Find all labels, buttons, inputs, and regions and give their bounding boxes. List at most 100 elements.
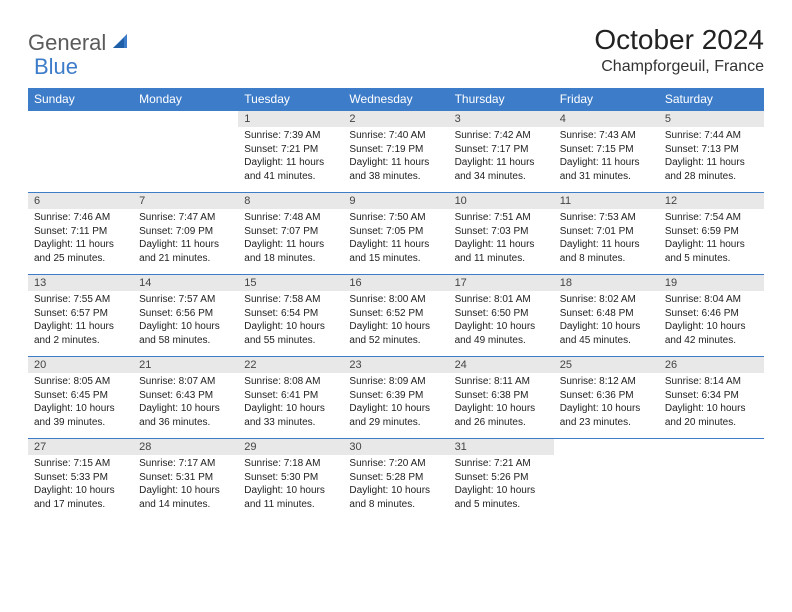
week-row: 27Sunrise: 7:15 AMSunset: 5:33 PMDayligh…	[28, 439, 764, 521]
day-header-thursday: Thursday	[449, 88, 554, 111]
day-details: Sunrise: 8:08 AMSunset: 6:41 PMDaylight:…	[238, 373, 343, 433]
empty-day-cell	[659, 439, 764, 521]
day-number: 4	[554, 111, 659, 127]
day-details: Sunrise: 7:43 AMSunset: 7:15 PMDaylight:…	[554, 127, 659, 187]
month-title: October 2024	[594, 24, 764, 56]
day-cell: 28Sunrise: 7:17 AMSunset: 5:31 PMDayligh…	[133, 439, 238, 521]
day-details: Sunrise: 7:18 AMSunset: 5:30 PMDaylight:…	[238, 455, 343, 515]
day-details: Sunrise: 8:07 AMSunset: 6:43 PMDaylight:…	[133, 373, 238, 433]
day-cell: 24Sunrise: 8:11 AMSunset: 6:38 PMDayligh…	[449, 357, 554, 439]
day-cell: 27Sunrise: 7:15 AMSunset: 5:33 PMDayligh…	[28, 439, 133, 521]
day-number: 10	[449, 193, 554, 209]
day-cell: 9Sunrise: 7:50 AMSunset: 7:05 PMDaylight…	[343, 193, 448, 275]
day-cell: 26Sunrise: 8:14 AMSunset: 6:34 PMDayligh…	[659, 357, 764, 439]
day-details: Sunrise: 7:47 AMSunset: 7:09 PMDaylight:…	[133, 209, 238, 269]
day-number: 12	[659, 193, 764, 209]
day-cell: 13Sunrise: 7:55 AMSunset: 6:57 PMDayligh…	[28, 275, 133, 357]
day-details: Sunrise: 7:17 AMSunset: 5:31 PMDaylight:…	[133, 455, 238, 515]
day-cell: 10Sunrise: 7:51 AMSunset: 7:03 PMDayligh…	[449, 193, 554, 275]
day-number: 13	[28, 275, 133, 291]
day-header-wednesday: Wednesday	[343, 88, 448, 111]
day-cell: 5Sunrise: 7:44 AMSunset: 7:13 PMDaylight…	[659, 111, 764, 193]
day-cell: 29Sunrise: 7:18 AMSunset: 5:30 PMDayligh…	[238, 439, 343, 521]
day-number: 17	[449, 275, 554, 291]
day-number: 15	[238, 275, 343, 291]
header: General October 2024 Champforgeuil, Fran…	[28, 24, 764, 76]
empty-day-cell	[28, 111, 133, 193]
week-row: 1Sunrise: 7:39 AMSunset: 7:21 PMDaylight…	[28, 111, 764, 193]
day-cell: 20Sunrise: 8:05 AMSunset: 6:45 PMDayligh…	[28, 357, 133, 439]
day-number: 23	[343, 357, 448, 373]
day-details: Sunrise: 8:09 AMSunset: 6:39 PMDaylight:…	[343, 373, 448, 433]
title-block: October 2024 Champforgeuil, France	[594, 24, 764, 76]
day-details: Sunrise: 7:46 AMSunset: 7:11 PMDaylight:…	[28, 209, 133, 269]
day-details: Sunrise: 7:53 AMSunset: 7:01 PMDaylight:…	[554, 209, 659, 269]
day-details: Sunrise: 8:11 AMSunset: 6:38 PMDaylight:…	[449, 373, 554, 433]
day-details: Sunrise: 7:57 AMSunset: 6:56 PMDaylight:…	[133, 291, 238, 351]
day-cell: 22Sunrise: 8:08 AMSunset: 6:41 PMDayligh…	[238, 357, 343, 439]
day-cell: 1Sunrise: 7:39 AMSunset: 7:21 PMDaylight…	[238, 111, 343, 193]
day-number: 1	[238, 111, 343, 127]
day-details: Sunrise: 7:50 AMSunset: 7:05 PMDaylight:…	[343, 209, 448, 269]
week-row: 13Sunrise: 7:55 AMSunset: 6:57 PMDayligh…	[28, 275, 764, 357]
day-details: Sunrise: 7:15 AMSunset: 5:33 PMDaylight:…	[28, 455, 133, 515]
day-header-sunday: Sunday	[28, 88, 133, 111]
day-number: 3	[449, 111, 554, 127]
day-details: Sunrise: 7:51 AMSunset: 7:03 PMDaylight:…	[449, 209, 554, 269]
day-header-monday: Monday	[133, 88, 238, 111]
day-header-friday: Friday	[554, 88, 659, 111]
day-number: 21	[133, 357, 238, 373]
day-details: Sunrise: 7:21 AMSunset: 5:26 PMDaylight:…	[449, 455, 554, 515]
day-details: Sunrise: 7:48 AMSunset: 7:07 PMDaylight:…	[238, 209, 343, 269]
day-cell: 15Sunrise: 7:58 AMSunset: 6:54 PMDayligh…	[238, 275, 343, 357]
day-header-row: SundayMondayTuesdayWednesdayThursdayFrid…	[28, 88, 764, 111]
day-number: 19	[659, 275, 764, 291]
day-details: Sunrise: 7:44 AMSunset: 7:13 PMDaylight:…	[659, 127, 764, 187]
logo: General	[28, 24, 132, 56]
day-cell: 19Sunrise: 8:04 AMSunset: 6:46 PMDayligh…	[659, 275, 764, 357]
day-details: Sunrise: 8:04 AMSunset: 6:46 PMDaylight:…	[659, 291, 764, 351]
day-number: 29	[238, 439, 343, 455]
day-number: 24	[449, 357, 554, 373]
day-details: Sunrise: 8:05 AMSunset: 6:45 PMDaylight:…	[28, 373, 133, 433]
day-number: 2	[343, 111, 448, 127]
day-details: Sunrise: 7:42 AMSunset: 7:17 PMDaylight:…	[449, 127, 554, 187]
day-details: Sunrise: 7:54 AMSunset: 6:59 PMDaylight:…	[659, 209, 764, 269]
day-number: 11	[554, 193, 659, 209]
day-cell: 2Sunrise: 7:40 AMSunset: 7:19 PMDaylight…	[343, 111, 448, 193]
day-number: 25	[554, 357, 659, 373]
week-row: 20Sunrise: 8:05 AMSunset: 6:45 PMDayligh…	[28, 357, 764, 439]
calendar-body: 1Sunrise: 7:39 AMSunset: 7:21 PMDaylight…	[28, 111, 764, 521]
day-details: Sunrise: 8:02 AMSunset: 6:48 PMDaylight:…	[554, 291, 659, 351]
day-number: 7	[133, 193, 238, 209]
day-cell: 30Sunrise: 7:20 AMSunset: 5:28 PMDayligh…	[343, 439, 448, 521]
day-cell: 3Sunrise: 7:42 AMSunset: 7:17 PMDaylight…	[449, 111, 554, 193]
day-cell: 14Sunrise: 7:57 AMSunset: 6:56 PMDayligh…	[133, 275, 238, 357]
day-number: 28	[133, 439, 238, 455]
day-cell: 4Sunrise: 7:43 AMSunset: 7:15 PMDaylight…	[554, 111, 659, 193]
logo-blue-word-wrap: Blue	[34, 54, 78, 80]
day-number: 20	[28, 357, 133, 373]
day-cell: 11Sunrise: 7:53 AMSunset: 7:01 PMDayligh…	[554, 193, 659, 275]
day-number: 8	[238, 193, 343, 209]
day-header-saturday: Saturday	[659, 88, 764, 111]
day-details: Sunrise: 8:12 AMSunset: 6:36 PMDaylight:…	[554, 373, 659, 433]
day-cell: 23Sunrise: 8:09 AMSunset: 6:39 PMDayligh…	[343, 357, 448, 439]
day-details: Sunrise: 7:39 AMSunset: 7:21 PMDaylight:…	[238, 127, 343, 187]
day-cell: 25Sunrise: 8:12 AMSunset: 6:36 PMDayligh…	[554, 357, 659, 439]
logo-word-general: General	[28, 30, 106, 56]
day-number: 14	[133, 275, 238, 291]
day-details: Sunrise: 7:55 AMSunset: 6:57 PMDaylight:…	[28, 291, 133, 351]
logo-word-blue: Blue	[34, 54, 78, 79]
week-row: 6Sunrise: 7:46 AMSunset: 7:11 PMDaylight…	[28, 193, 764, 275]
day-details: Sunrise: 7:58 AMSunset: 6:54 PMDaylight:…	[238, 291, 343, 351]
day-cell: 18Sunrise: 8:02 AMSunset: 6:48 PMDayligh…	[554, 275, 659, 357]
day-header-tuesday: Tuesday	[238, 88, 343, 111]
logo-sail-icon	[110, 31, 130, 56]
location: Champforgeuil, France	[594, 58, 764, 76]
day-cell: 16Sunrise: 8:00 AMSunset: 6:52 PMDayligh…	[343, 275, 448, 357]
day-cell: 21Sunrise: 8:07 AMSunset: 6:43 PMDayligh…	[133, 357, 238, 439]
day-number: 27	[28, 439, 133, 455]
calendar-table: SundayMondayTuesdayWednesdayThursdayFrid…	[28, 88, 764, 521]
day-details: Sunrise: 7:20 AMSunset: 5:28 PMDaylight:…	[343, 455, 448, 515]
